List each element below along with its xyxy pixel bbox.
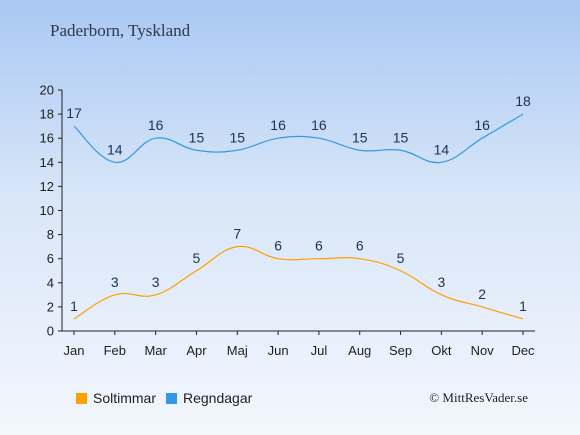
x-tick-label: Okt: [431, 343, 452, 358]
data-label-regndagar: 14: [107, 141, 123, 157]
y-tick-label: 20: [40, 83, 54, 98]
data-label-soltimmar: 1: [70, 298, 78, 314]
y-tick-label: 12: [40, 179, 54, 194]
data-label-soltimmar: 5: [397, 250, 405, 266]
data-label-regndagar: 15: [229, 129, 245, 145]
x-tick-label: Jun: [268, 343, 289, 358]
data-label-regndagar: 14: [434, 141, 450, 157]
data-label-soltimmar: 3: [111, 274, 119, 290]
x-tick-label: Maj: [227, 343, 248, 358]
x-tick-label: Jul: [311, 343, 328, 358]
legend-label-soltimmar: Soltimmar: [93, 390, 157, 406]
x-tick-label: Mar: [144, 343, 167, 358]
legend-label-regndagar: Regndagar: [183, 390, 253, 406]
data-label-regndagar: 16: [270, 117, 286, 133]
legend-swatch-regndagar: [166, 393, 177, 404]
y-tick-label: 6: [47, 251, 54, 266]
series-lines: [73, 113, 524, 320]
x-tick-label: Nov: [471, 343, 495, 358]
data-label-soltimmar: 6: [315, 238, 323, 254]
data-label-regndagar: 15: [352, 129, 368, 145]
data-label-soltimmar: 3: [437, 274, 445, 290]
x-tick-label: Apr: [186, 343, 207, 358]
y-tick-label: 18: [40, 107, 54, 122]
series-line-soltimmar: [73, 245, 524, 320]
legend-item-regndagar: Regndagar: [166, 390, 252, 406]
data-label-regndagar: 16: [311, 117, 327, 133]
chart-title: Paderborn, Tyskland: [50, 21, 191, 40]
x-tick-label: Sep: [389, 343, 412, 358]
data-label-soltimmar: 5: [193, 250, 201, 266]
legend-item-soltimmar: Soltimmar: [76, 390, 156, 406]
data-label-regndagar: 16: [474, 117, 490, 133]
y-tick-label: 0: [47, 324, 54, 339]
data-label-soltimmar: 3: [152, 274, 160, 290]
x-tick-label: Aug: [348, 343, 371, 358]
data-label-regndagar: 18: [515, 93, 531, 109]
data-label-regndagar: 15: [189, 129, 205, 145]
x-tick-label: Jan: [64, 343, 85, 358]
x-tick-label: Feb: [104, 343, 126, 358]
y-tick-label: 10: [40, 203, 54, 218]
series-line-regndagar: [73, 113, 524, 164]
y-tick-label: 2: [47, 299, 54, 314]
data-label-soltimmar: 2: [478, 286, 486, 302]
data-label-regndagar: 16: [148, 117, 164, 133]
data-label-soltimmar: 1: [519, 298, 527, 314]
data-label-soltimmar: 7: [233, 226, 241, 242]
data-label-soltimmar: 6: [274, 238, 282, 254]
legend-swatch-soltimmar: [76, 393, 87, 404]
y-tick-label: 4: [47, 275, 54, 290]
y-tick-label: 16: [40, 131, 54, 146]
data-label-regndagar: 17: [66, 105, 82, 121]
data-label-regndagar: 15: [393, 129, 409, 145]
x-tick-label: Dec: [511, 343, 535, 358]
y-tick-label: 8: [47, 227, 54, 242]
y-tick-label: 14: [40, 155, 54, 170]
data-label-soltimmar: 6: [356, 238, 364, 254]
site-credit[interactable]: © MittResVader.se: [429, 390, 528, 405]
data-labels: 1 3 3 5 7 6 6 6 5 3 2 1 17 14 16 15 15 16 16 15 15 14 16 18: [66, 93, 531, 314]
